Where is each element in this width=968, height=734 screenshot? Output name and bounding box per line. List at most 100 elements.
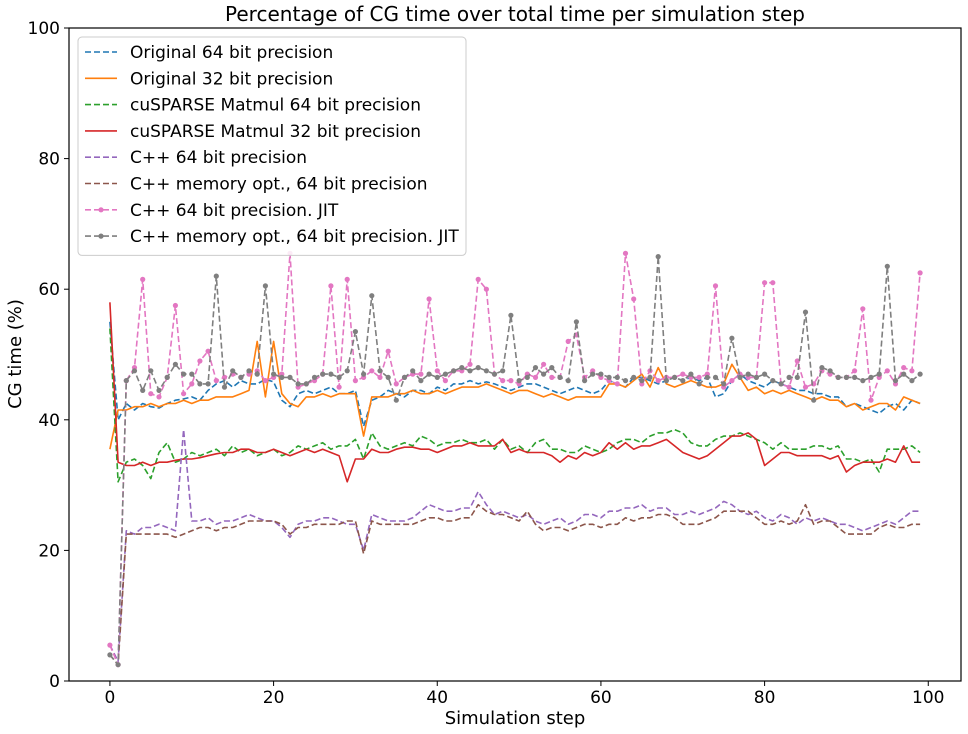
data-point [401, 374, 408, 380]
data-point [369, 293, 375, 299]
data-point [172, 302, 178, 309]
data-point [688, 371, 694, 377]
y-tick-label: 80 [38, 150, 60, 170]
data-point [794, 358, 800, 364]
data-point [729, 335, 735, 341]
x-tick-label: 0 [105, 688, 116, 708]
data-point [213, 378, 219, 384]
y-tick-label: 100 [28, 19, 60, 39]
data-point [639, 378, 645, 384]
data-point [107, 642, 113, 648]
data-point [295, 381, 301, 387]
data-point [131, 368, 138, 374]
data-point [549, 374, 555, 380]
data-point [320, 371, 326, 377]
data-point [762, 371, 768, 377]
data-point [467, 361, 473, 367]
legend-label: Original 64 bit precision [130, 43, 333, 63]
data-point [352, 378, 358, 384]
data-point [148, 368, 154, 374]
data-point [156, 394, 162, 400]
data-point [852, 374, 858, 380]
data-point [753, 374, 760, 380]
x-tick-label: 20 [263, 688, 285, 708]
legend-label: C++ memory opt., 64 bit precision [130, 175, 428, 195]
data-point [164, 374, 170, 380]
legend-label: Original 32 bit precision [130, 69, 333, 89]
data-point [680, 378, 686, 384]
data-point [197, 381, 203, 387]
data-point [770, 378, 776, 384]
data-point [532, 365, 539, 371]
plot-frame [68, 27, 962, 682]
plot-area [107, 250, 923, 668]
x-tick-label: 100 [912, 688, 944, 708]
data-point [590, 371, 596, 377]
data-point [328, 371, 334, 377]
data-point [901, 365, 907, 371]
data-point [181, 391, 187, 397]
data-point [189, 371, 195, 377]
data-point [557, 374, 563, 380]
data-point [770, 280, 776, 286]
data-point [500, 378, 506, 384]
data-point [860, 306, 866, 312]
data-point [107, 652, 113, 658]
data-point [892, 378, 899, 384]
data-point [434, 368, 440, 374]
data-point [483, 286, 489, 292]
data-point [246, 368, 252, 374]
data-point [680, 371, 686, 377]
data-point [631, 374, 637, 380]
data-point [344, 368, 350, 374]
data-point [442, 371, 448, 377]
data-point [745, 371, 751, 377]
series-line-4 [109, 302, 921, 483]
legend-label: C++ 64 bit precision. JIT [130, 201, 339, 221]
data-point [917, 371, 923, 377]
data-point [115, 662, 121, 668]
legend-marker [98, 233, 104, 239]
data-point [393, 397, 399, 403]
data-point [655, 378, 661, 384]
data-point [909, 378, 915, 384]
data-point [140, 276, 146, 282]
data-point [262, 378, 268, 384]
data-point [336, 384, 342, 390]
data-point [704, 374, 710, 380]
data-point [663, 378, 670, 384]
y-axis: 0 20 40 60 80 100 [28, 19, 69, 692]
series-line-6 [109, 503, 921, 666]
data-point [712, 283, 719, 289]
data-point [238, 374, 244, 380]
data-point [442, 378, 448, 384]
data-point [123, 378, 129, 384]
data-point [213, 273, 219, 279]
data-point [262, 283, 268, 289]
data-point [532, 374, 539, 380]
data-point [614, 374, 620, 380]
y-tick-label: 60 [38, 280, 60, 300]
data-point [418, 378, 424, 384]
data-point [426, 371, 432, 377]
data-point [778, 381, 784, 387]
series-markers-8 [107, 254, 923, 668]
legend-label: C++ memory opt., 64 bit precision. JIT [130, 227, 459, 247]
data-point [794, 374, 800, 380]
data-point [140, 387, 146, 393]
series-line-2 [109, 340, 921, 450]
data-point [835, 374, 841, 380]
data-point [524, 374, 530, 380]
legend-box [77, 36, 467, 256]
data-point [819, 365, 825, 371]
data-point [541, 361, 547, 367]
data-point [917, 270, 923, 276]
data-point [573, 319, 580, 325]
data-point [369, 368, 375, 374]
y-tick-label: 0 [49, 672, 60, 692]
data-point [712, 374, 719, 380]
data-point [271, 371, 277, 377]
data-point [459, 365, 465, 371]
data-point [172, 361, 178, 367]
data-point [843, 374, 850, 380]
